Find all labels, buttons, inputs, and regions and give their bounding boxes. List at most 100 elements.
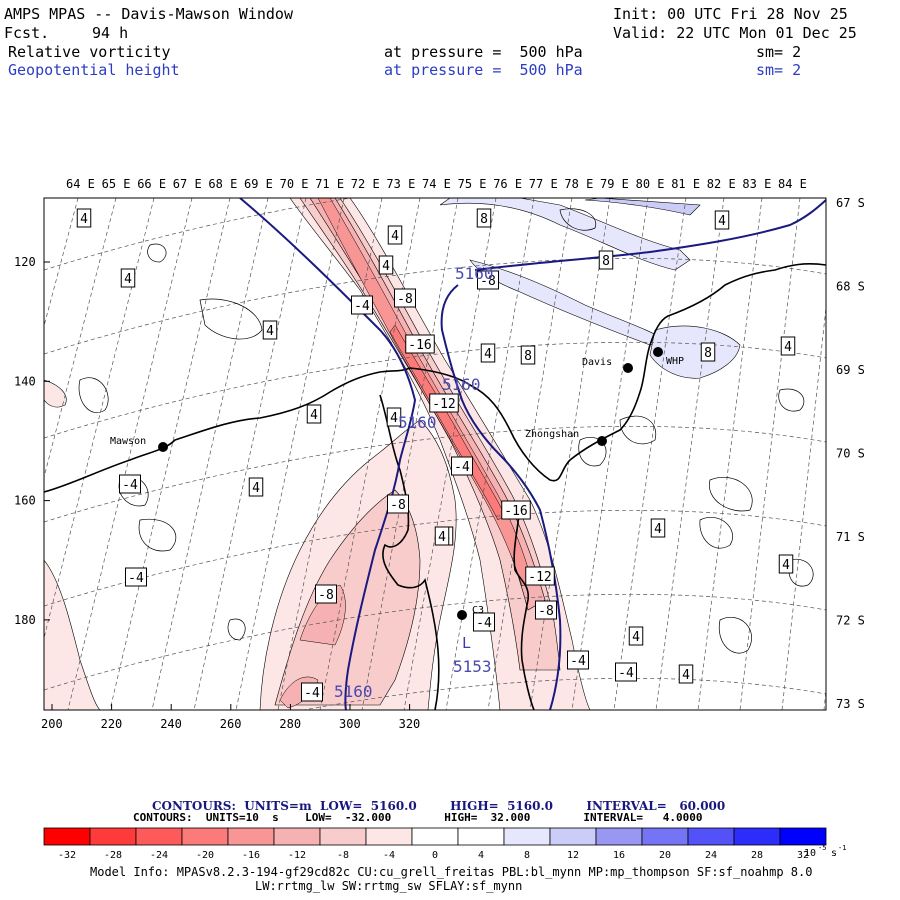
valid-time: Valid: 22 UTC Mon 01 Dec 25 xyxy=(613,24,857,42)
colorbar-tick-label: 16 xyxy=(613,850,625,861)
longitude-label: 66 E xyxy=(137,177,166,191)
vorticity-label-value: -8 xyxy=(397,292,413,307)
longitude-label: 84 E xyxy=(778,177,807,191)
vorticity-label-box xyxy=(778,554,794,574)
colorbar-segment xyxy=(319,827,367,846)
vorticity-label-box xyxy=(434,526,450,546)
low-center-value: 5153 xyxy=(453,657,492,676)
longitude-label: 77 E xyxy=(529,177,558,191)
colorbar-segment xyxy=(733,827,781,846)
vorticity-label-box xyxy=(501,500,531,520)
vorticity-label-box xyxy=(650,518,666,538)
vorticity-label-box xyxy=(477,270,499,290)
vorticity-label-value: 4 xyxy=(266,324,274,339)
positive-vorticity-area xyxy=(439,198,691,271)
longitude-label: 64 E xyxy=(66,177,95,191)
longitude-label: 69 E xyxy=(244,177,273,191)
left-axis-ticks: 120 140 160 180 xyxy=(14,255,50,627)
station-label: Mawson xyxy=(110,436,146,447)
vorticity-label-value: 4 xyxy=(80,212,88,227)
station-label: Davis xyxy=(582,357,612,368)
vorticity-label-box xyxy=(714,210,730,230)
vorticity-label-box xyxy=(678,664,694,684)
vorticity-label-value: -4 xyxy=(618,666,634,681)
vorticity-label-box xyxy=(262,320,278,340)
vorticity-label-value: 4 xyxy=(438,530,446,545)
geopotential-height-labels: 5160 5160 5160 5160 xyxy=(334,264,494,701)
latitude-label: 71 S xyxy=(836,530,865,544)
vorticity-label-box xyxy=(394,288,416,308)
vorticity-contour-info: CONTOURS: UNITS=10 s LOW= -32.000 HIGH= … xyxy=(133,811,703,824)
vorticity-label-value: 4 xyxy=(782,558,790,573)
colorbar-tick-label: 20 xyxy=(659,850,671,861)
vorticity-label-value: -8 xyxy=(480,274,496,289)
left-tick-label: 120 xyxy=(14,255,36,269)
colorbar-tick-label: 0 xyxy=(432,850,438,861)
field1-smoothing: sm= 2 xyxy=(756,43,802,61)
longitude-label: 83 E xyxy=(742,177,771,191)
negative-vorticity-area xyxy=(44,379,67,408)
vorticity-label-value: 8 xyxy=(602,254,610,269)
vorticity-label-value: -16 xyxy=(408,338,431,353)
left-tick-label: 180 xyxy=(14,613,36,627)
station-dot xyxy=(457,610,467,620)
colorbar-tick-label: -16 xyxy=(242,850,260,861)
colorbar-tick-label: -24 xyxy=(150,850,168,861)
vorticity-label-value: -12 xyxy=(432,397,455,412)
vorticity-label-box xyxy=(76,208,92,228)
vorticity-label-box xyxy=(780,336,796,356)
colorbar-tick-label: 4 xyxy=(478,850,484,861)
bottom-tick-label: 260 xyxy=(220,717,242,731)
forecast-label: Fcst. xyxy=(4,24,50,42)
vorticity-label-value: 4 xyxy=(124,272,132,287)
colorbar-tick-label: 28 xyxy=(751,850,763,861)
vorticity-label-box xyxy=(387,494,409,514)
colorbar-unit-suffix: s xyxy=(831,848,837,859)
vorticity-label-box xyxy=(120,268,136,288)
vorticity-label-value: -4 xyxy=(122,478,138,493)
latitude-label: 72 S xyxy=(836,614,865,628)
vorticity-label-value: 4 xyxy=(382,259,390,274)
init-time: Init: 00 UTC Fri 28 Nov 25 xyxy=(613,5,848,23)
vorticity-label-box xyxy=(119,474,141,494)
longitude-label: 72 E xyxy=(351,177,380,191)
positive-vorticity-area xyxy=(469,259,666,346)
field2-smoothing: sm= 2 xyxy=(756,61,802,79)
vorticity-label-box xyxy=(387,225,403,245)
ice-shelf-outline xyxy=(379,394,440,710)
low-center-marker: L xyxy=(462,634,471,652)
negative-vorticity-band xyxy=(299,198,561,671)
coastline xyxy=(44,263,826,493)
vorticity-label-value: -4 xyxy=(570,654,586,669)
latitude-label: 67 S xyxy=(836,196,865,210)
map-title: AMPS MPAS -- Davis-Mawson Window xyxy=(4,5,293,23)
geopotential-height-label: 5160 xyxy=(334,682,373,701)
longitude-label: 81 E xyxy=(671,177,700,191)
vorticity-label-box xyxy=(306,404,322,424)
bottom-tick-label: 320 xyxy=(399,717,421,731)
colorbar-segment xyxy=(135,827,183,846)
left-tick-label: 140 xyxy=(14,374,36,388)
colorbar-segment xyxy=(181,827,229,846)
vorticity-label-value: 4 xyxy=(484,347,492,362)
vorticity-label-box xyxy=(567,650,589,670)
vorticity-label-value: -4 xyxy=(454,460,470,475)
longitude-label: 75 E xyxy=(458,177,487,191)
vorticity-label-value: 8 xyxy=(704,346,712,361)
colorbar-tick-label: 24 xyxy=(705,850,717,861)
vorticity-label-value: 4 xyxy=(682,668,690,683)
bottom-axis-ticks: 200 220 240 260 280 300 320 xyxy=(41,704,420,731)
height-contour-info: CONTOURS: UNITS=m LOW= 5160.0 HIGH= 5160… xyxy=(152,799,726,813)
colorbar-segment xyxy=(503,827,551,846)
bottom-tick-label: 280 xyxy=(279,717,301,731)
station-label: Zhongshan xyxy=(525,429,579,440)
latitude-label: 69 S xyxy=(836,363,865,377)
station-label: C3 xyxy=(472,605,484,616)
vorticity-label-box xyxy=(405,334,435,354)
colorbar-segment xyxy=(43,827,91,846)
vorticity-label-box xyxy=(429,393,459,413)
vorticity-label-value: -4 xyxy=(304,686,320,701)
colorbar-segment xyxy=(641,827,689,846)
colorbar-segment xyxy=(779,827,827,846)
vorticity-label-value: 8 xyxy=(524,349,532,364)
